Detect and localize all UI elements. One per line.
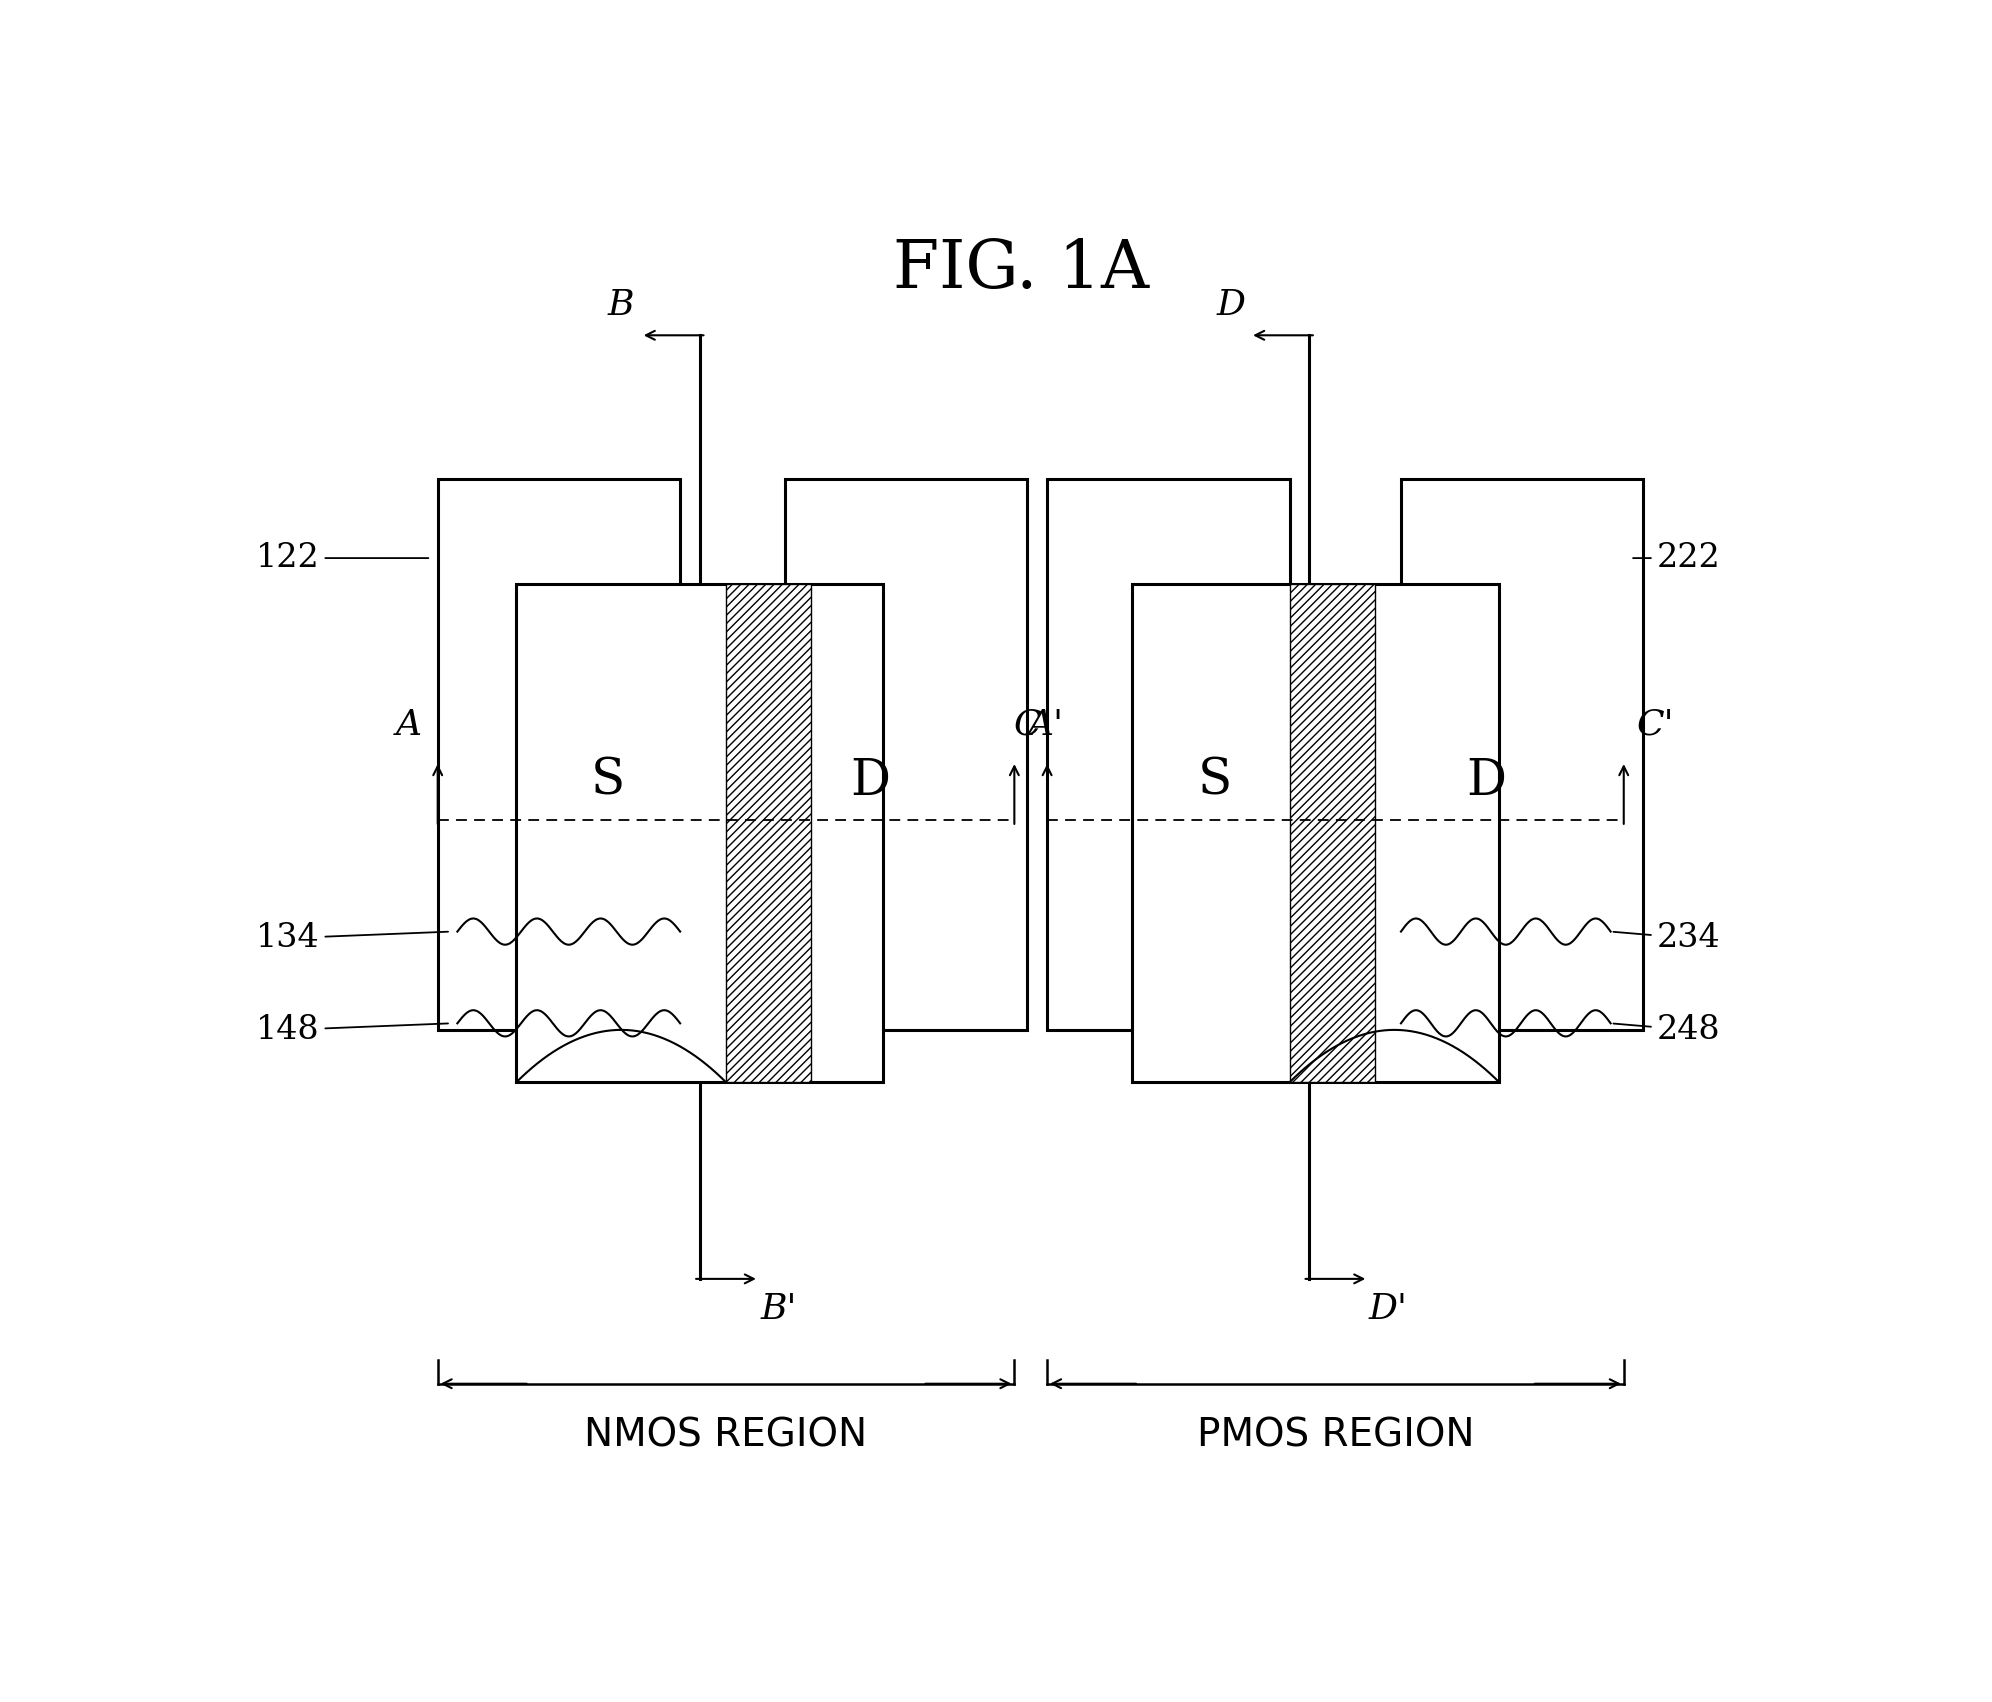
Text: S: S — [1197, 756, 1231, 805]
Text: B: B — [608, 288, 633, 322]
Text: S: S — [592, 756, 625, 805]
Text: C: C — [1014, 708, 1042, 742]
Text: D': D' — [1369, 1292, 1406, 1326]
Text: 148: 148 — [257, 1014, 448, 1047]
Text: PMOS REGION: PMOS REGION — [1197, 1416, 1474, 1455]
Text: NMOS REGION: NMOS REGION — [584, 1416, 869, 1455]
Text: 134: 134 — [257, 922, 448, 955]
Text: A: A — [396, 708, 422, 742]
Text: FIG. 1A: FIG. 1A — [892, 237, 1149, 303]
Bar — [1131, 584, 1500, 1082]
Bar — [1289, 584, 1374, 1082]
Text: 122: 122 — [257, 541, 428, 574]
Text: B': B' — [761, 1292, 797, 1326]
Text: 222: 222 — [1633, 541, 1721, 574]
Bar — [725, 584, 811, 1082]
Text: A': A' — [1028, 708, 1064, 742]
Text: 248: 248 — [1614, 1014, 1721, 1047]
Bar — [516, 584, 882, 1082]
Bar — [1048, 480, 1289, 1030]
Bar — [785, 480, 1028, 1030]
Text: D: D — [851, 756, 890, 805]
Bar — [438, 480, 679, 1030]
Text: D: D — [1215, 288, 1245, 322]
Text: D: D — [1466, 756, 1506, 805]
Text: C': C' — [1637, 708, 1675, 742]
Text: 234: 234 — [1614, 922, 1721, 955]
Bar — [1400, 480, 1643, 1030]
